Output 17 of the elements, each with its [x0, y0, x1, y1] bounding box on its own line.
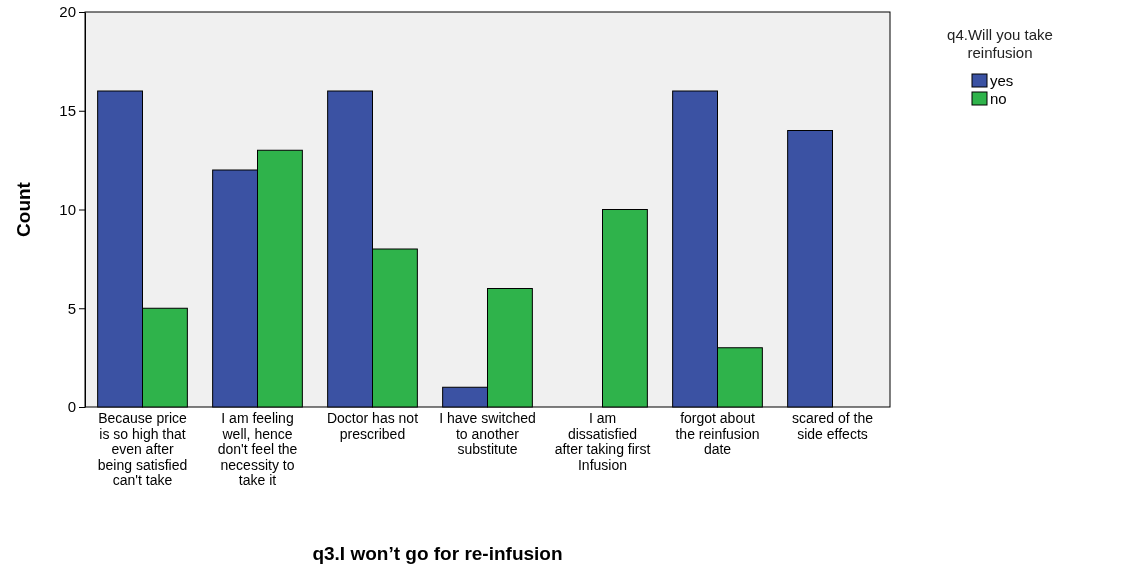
x-axis-title: q3.I won’t go for re-infusion — [312, 543, 563, 564]
x-tick-label: Doctor has not prescribed — [326, 410, 419, 442]
x-tick-label: Because price is so high that even after being satisfied can't take — [97, 410, 188, 488]
legend-label: no — [990, 90, 1007, 107]
x-tick-label: forgot about the reinfusion date — [675, 410, 760, 457]
y-tick-label: 0 — [67, 398, 76, 416]
x-tick-label: I am dissatisfied after taking first Infusion — [554, 410, 651, 473]
legend-label: yes — [990, 72, 1014, 89]
y-tick-label: 20 — [59, 3, 76, 21]
legend-title: q4.Will you take reinfusion — [947, 26, 1053, 61]
x-tick-label: I am feeling well, hence don't feel the necessity to take it — [217, 410, 298, 488]
y-tick-label: 5 — [67, 299, 76, 317]
y-tick-label: 10 — [59, 200, 76, 218]
x-tick-label: I have switched to another substitute — [439, 410, 536, 457]
y-tick-label: 15 — [59, 102, 76, 120]
y-axis-title: Count — [13, 181, 34, 237]
x-tick-label: scared of the side effects — [792, 410, 874, 442]
